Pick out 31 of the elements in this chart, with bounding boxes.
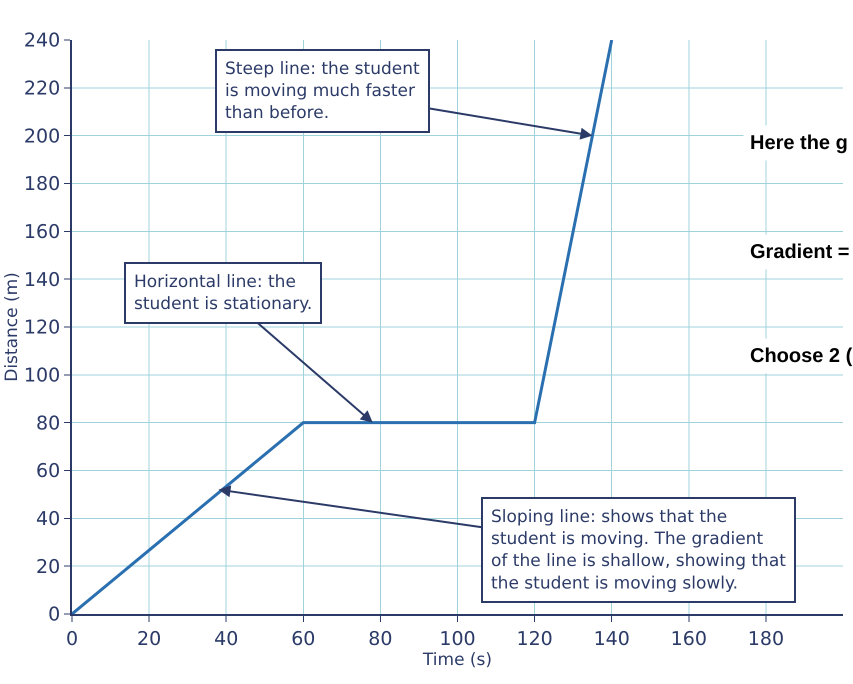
y-tick-label: 60 <box>36 460 60 482</box>
y-tick-label: 220 <box>24 77 60 100</box>
x-tick-label: 80 <box>368 628 392 650</box>
annotation: Choose 2 ( <box>750 345 853 367</box>
annotation: Steep line: the student is moving much faster than before. <box>225 59 420 124</box>
y-tick-label: 180 <box>24 173 60 196</box>
y-axis-title: Distance (m) <box>2 272 22 382</box>
y-tick-label: 100 <box>24 364 60 386</box>
y-tick-label: 0 <box>48 604 60 626</box>
x-tick-label: 60 <box>291 628 316 650</box>
x-tick-label: 100 <box>439 628 476 650</box>
annotation: Sloping line: shows that the student is moving. The gradient of the line is shallow, showing that the student is moving slowly. <box>491 507 786 594</box>
y-tick-label: 40 <box>36 508 60 530</box>
y-tick-label: 120 <box>24 316 60 339</box>
x-tick-label: 180 <box>748 628 784 650</box>
x-tick-label: 40 <box>214 628 238 650</box>
annotation: Horizontal line: the student is stationary. <box>134 272 312 314</box>
x-axis-title: Time (s) <box>422 650 492 670</box>
x-tick-label: 120 <box>516 628 553 650</box>
x-tick-label: 20 <box>137 628 162 650</box>
y-tick-label: 80 <box>36 412 60 434</box>
annotation: Gradient = <box>750 241 850 263</box>
x-tick-label: 0 <box>66 628 78 650</box>
y-tick-label: 140 <box>24 268 60 291</box>
y-tick-label: 200 <box>24 125 60 148</box>
x-tick-label: 160 <box>670 628 707 650</box>
annotation: Here the g <box>750 132 848 154</box>
x-tick-label: 140 <box>594 628 630 650</box>
y-tick-label: 240 <box>24 30 60 52</box>
y-tick-label: 160 <box>24 220 60 243</box>
y-tick-label: 20 <box>36 556 60 578</box>
